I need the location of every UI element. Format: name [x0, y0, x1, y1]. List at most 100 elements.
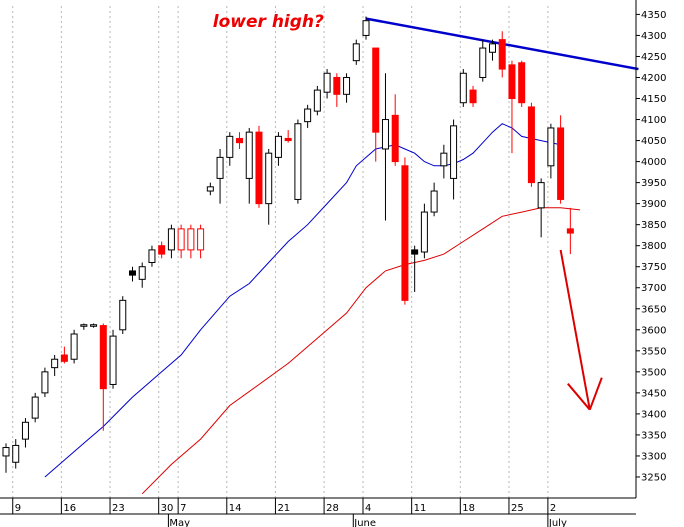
- candle: [2, 443, 10, 473]
- candle: [21, 418, 29, 448]
- y-tick-label: 3600: [641, 325, 666, 336]
- candle: [51, 355, 59, 377]
- candle: [197, 224, 205, 259]
- candle-body: [255, 131, 263, 205]
- candle-body: [197, 228, 205, 251]
- candle: [372, 47, 380, 162]
- candle-body: [236, 137, 244, 144]
- candle: [284, 130, 292, 143]
- candle: [158, 241, 166, 259]
- candle: [304, 104, 312, 128]
- candle-body: [566, 228, 574, 234]
- candle: [381, 73, 389, 221]
- candle: [440, 144, 448, 179]
- x-tick-label: 16: [63, 503, 76, 514]
- candle-body: [352, 43, 360, 62]
- month-label: July: [548, 518, 567, 527]
- x-tick-label: 7: [180, 503, 186, 514]
- candle-body: [420, 211, 428, 253]
- candle-body: [381, 119, 389, 150]
- y-tick-label: 3550: [641, 346, 666, 357]
- candle-body: [80, 324, 88, 327]
- candle: [527, 102, 535, 187]
- down-arrow-shaft: [559, 249, 591, 410]
- candle: [245, 127, 253, 204]
- down-arrow-head-right: [588, 377, 603, 411]
- axes: 3250 3300 3350 3400 3450 3500 3550 3600 3650 3700…: [0, 0, 666, 527]
- y-tick-label: 3650: [641, 304, 666, 315]
- candle-body: [274, 135, 282, 158]
- candle: [99, 323, 107, 431]
- lower-high-annotation: lower high?: [213, 12, 324, 32]
- candle-body: [294, 123, 302, 200]
- candle-body: [51, 358, 59, 369]
- y-tick-label: 4250: [641, 52, 666, 63]
- candle-body: [109, 335, 117, 385]
- candle-body: [99, 325, 107, 390]
- candle: [479, 39, 487, 82]
- y-tick-label: 4150: [641, 94, 666, 105]
- candle-body: [304, 108, 312, 123]
- candle-body: [158, 245, 166, 255]
- candle-body: [41, 371, 49, 394]
- candle: [323, 69, 331, 99]
- candle-body: [206, 186, 214, 192]
- x-tick-label: 14: [229, 503, 242, 514]
- candle-body: [537, 182, 545, 209]
- candle: [411, 245, 419, 292]
- candle: [187, 224, 195, 259]
- candle: [450, 119, 458, 200]
- y-tick-label: 3500: [641, 367, 666, 378]
- candle: [41, 367, 49, 398]
- candle-body: [21, 421, 29, 440]
- candle-body: [148, 249, 156, 264]
- x-tick-label: 21: [277, 503, 290, 514]
- long-moving-average-line: [141, 207, 581, 495]
- candle: [60, 346, 68, 364]
- candle: [362, 16, 370, 40]
- y-tick-label: 4100: [641, 115, 666, 126]
- candle-body: [119, 299, 127, 331]
- candle: [547, 123, 555, 179]
- candle-body: [411, 249, 419, 255]
- candle: [313, 85, 321, 116]
- candle-body: [12, 444, 20, 463]
- x-tick-label: 30: [161, 503, 174, 514]
- candle: [537, 178, 545, 238]
- candle-body: [2, 447, 10, 457]
- candle-body: [498, 39, 506, 70]
- candle-body: [313, 89, 321, 112]
- candle: [343, 73, 351, 103]
- candle-body: [128, 270, 136, 276]
- y-tick-label: 3250: [641, 472, 666, 483]
- candle: [128, 266, 136, 282]
- candles: [2, 16, 574, 473]
- candle-body: [391, 114, 399, 163]
- candle-body: [508, 64, 516, 100]
- candle: [109, 329, 117, 389]
- candle: [80, 323, 88, 330]
- x-tick-label: 4: [365, 503, 371, 514]
- candle: [206, 182, 214, 196]
- candle: [236, 132, 244, 149]
- y-tick-label: 4350: [641, 10, 666, 21]
- candle-body: [60, 354, 68, 362]
- candle: [70, 329, 78, 364]
- x-tick-label: 25: [511, 503, 524, 514]
- candle: [226, 132, 234, 166]
- month-label: May: [169, 518, 190, 527]
- candle: [294, 119, 302, 204]
- y-tick-label: 3400: [641, 409, 666, 420]
- y-tick-label: 3750: [641, 262, 666, 273]
- candle: [167, 224, 175, 259]
- x-tick-label: 11: [414, 503, 427, 514]
- candle-body: [557, 127, 565, 200]
- y-tick-label: 4050: [641, 136, 666, 147]
- y-tick-label: 3900: [641, 199, 666, 210]
- candle: [489, 39, 496, 61]
- candle: [459, 69, 467, 107]
- candle-body: [469, 89, 477, 104]
- y-tick-label: 4300: [641, 31, 666, 42]
